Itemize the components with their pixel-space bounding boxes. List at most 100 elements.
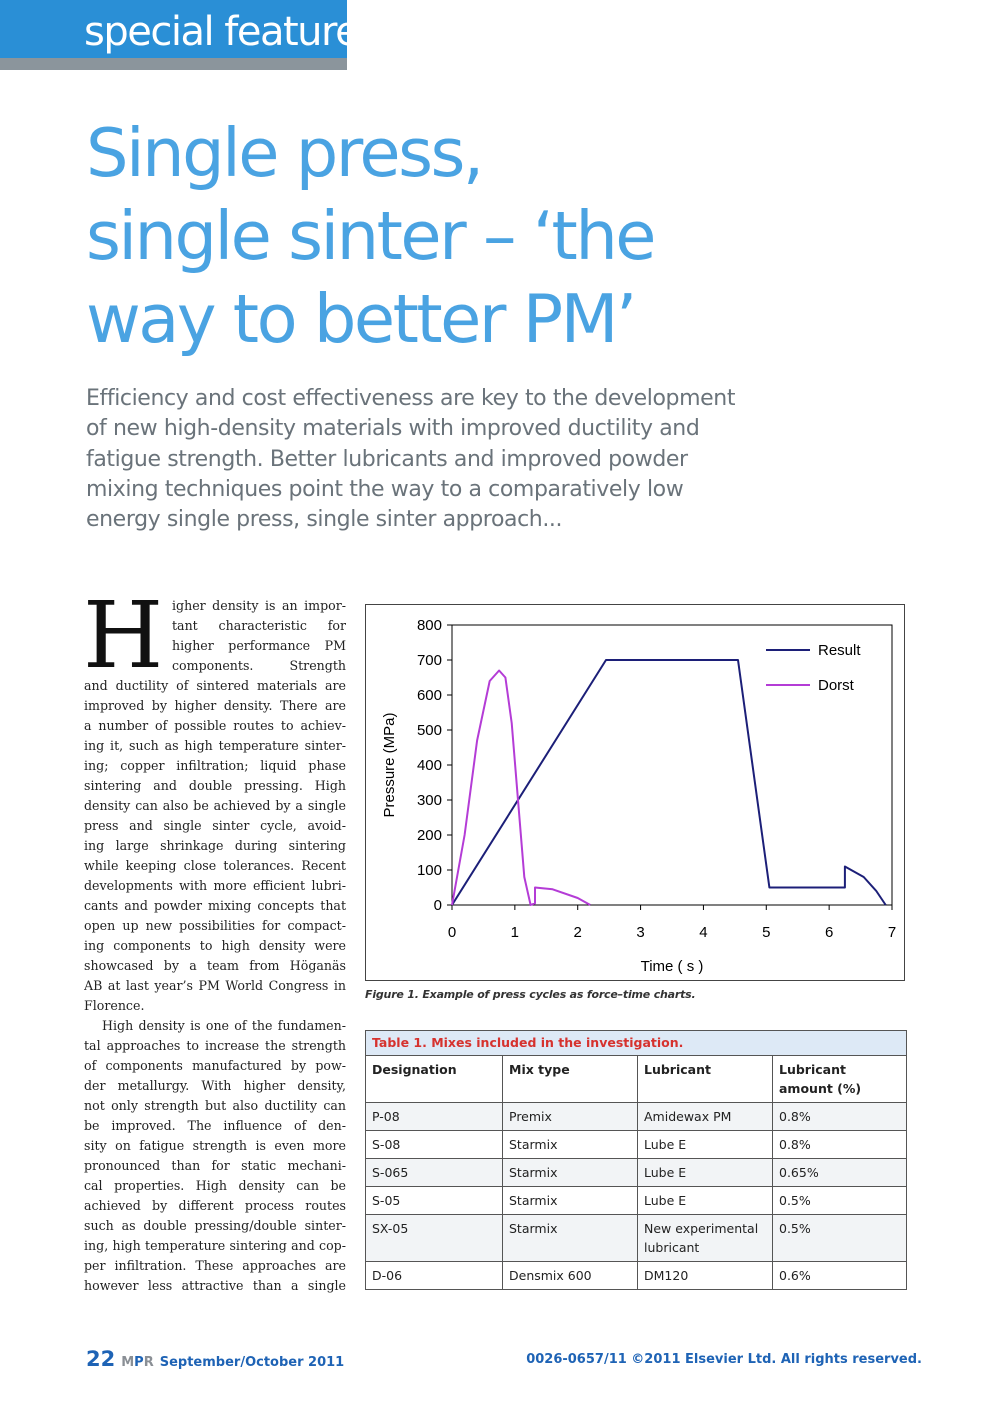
table-cell: 0.5% [772, 1214, 907, 1262]
body-line: improved by higher density. There are [84, 698, 346, 713]
body-line: ing components to high density were [84, 938, 346, 953]
x-tick-label: 2 [574, 924, 582, 941]
body-line: while keeping close tolerances. Recent [84, 858, 346, 873]
table-row: SX-05 Starmix New experimental lubricant… [365, 1214, 907, 1262]
body-line: cants and powder mixing concepts that [84, 898, 346, 913]
table-cell: Densmix 600 [502, 1261, 638, 1290]
legend-label: Dorst [818, 677, 855, 694]
table-cell: Amidewax PM [637, 1102, 773, 1131]
column-header: Mix type [502, 1055, 638, 1103]
body-line: components. Strength [172, 658, 346, 673]
legend-label: Result [818, 642, 861, 659]
table-cell: 0.5% [772, 1186, 907, 1215]
table-cell: 0.8% [772, 1102, 907, 1131]
y-axis-label: Pressure (MPa) [381, 712, 398, 817]
body-line: sintering and double pressing. High [84, 778, 346, 793]
table-cell: S-08 [365, 1130, 503, 1159]
x-tick-label: 4 [699, 924, 707, 941]
body-line: achieved by different process routes [84, 1198, 346, 1213]
section-tab: special feature [0, 0, 360, 70]
body-line: ing; copper infiltration; liquid phase [84, 758, 346, 773]
table-row: P-08 Premix Amidewax PM 0.8% [365, 1102, 907, 1131]
table-cell: S-05 [365, 1186, 503, 1215]
section-tab-band [0, 0, 347, 58]
body-line: a number of possible routes to achiev- [84, 718, 346, 733]
body-line: open up new possibilities for compact- [84, 918, 346, 933]
table-row: S-05 Starmix Lube E 0.5% [365, 1186, 907, 1215]
body-line: not only strength but also ductility can [84, 1098, 346, 1113]
y-tick-label: 400 [417, 757, 442, 774]
body-text-column: H igher density is an impor- tant charac… [83, 590, 346, 1296]
body-line: however less attractive than a single [84, 1278, 346, 1293]
body-line: ing, high temperature sintering and cop- [84, 1238, 346, 1253]
table-cell: 0.65% [772, 1158, 907, 1187]
table-cell: Starmix [502, 1214, 638, 1262]
press-cycle-chart: 0 100 200 300 400 500 600 700 800 0 1 2 3 4 5 6 7 Time ( … [365, 604, 905, 981]
title-line: Single press, [86, 114, 484, 192]
column-header: Lubricant amount (%) [772, 1055, 907, 1103]
plot-area [451, 624, 893, 906]
standfirst-line: of new high-density materials with impro… [86, 416, 700, 442]
table-cell: New experimental lubricant [637, 1214, 773, 1262]
table-caption-row: Table 1. Mixes included in the investiga… [365, 1030, 907, 1056]
body-line: sity on fatigue strength is even more [84, 1138, 346, 1153]
body-line: pronounced than for static mechani- [84, 1158, 346, 1173]
x-tick-label: 7 [888, 924, 896, 941]
body-line: of components manufactured by pow- [84, 1058, 346, 1073]
y-tick-label: 500 [417, 722, 442, 739]
body-line: igher density is an impor- [172, 598, 346, 613]
body-line: Florence. [84, 998, 145, 1013]
y-tick-label: 600 [417, 687, 442, 704]
body-line: cal properties. High density can be [84, 1178, 346, 1193]
y-tick-label: 300 [417, 792, 442, 809]
copyright-notice: 0026-0657/11 ©2011 Elsevier Ltd. All rig… [526, 1352, 922, 1367]
x-tick-label: 3 [636, 924, 644, 941]
table-cell: Lube E [637, 1186, 773, 1215]
table-caption: Table 1. Mixes included in the investiga… [365, 1030, 907, 1056]
standfirst-line: energy single press, single sinter appro… [86, 507, 563, 533]
drop-cap: H [83, 582, 164, 689]
table-header-row: Designation Mix type Lubricant Lubricant… [365, 1055, 907, 1103]
standfirst-line: Efficiency and cost effectiveness are ke… [86, 386, 736, 411]
body-line: density can also be achieved by a single [84, 798, 346, 813]
title-line: way to better PM’ [86, 280, 637, 358]
body-line: AB at last year’s PM World Congress in [84, 978, 346, 993]
column-header: Designation [365, 1055, 503, 1103]
standfirst-line: fatigue strength. Better lubricants and … [86, 446, 688, 472]
x-tick-label: 0 [448, 924, 456, 941]
body-line: press and single sinter cycle, avoid- [84, 818, 346, 833]
table-cell: 0.8% [772, 1130, 907, 1159]
table-cell: S-065 [365, 1158, 503, 1187]
table-cell: Starmix [502, 1186, 638, 1215]
standfirst-line: mixing techniques point the way to a com… [86, 476, 684, 502]
table-cell: Starmix [502, 1158, 638, 1187]
x-tick-label: 6 [825, 924, 833, 941]
table-cell: Lube E [637, 1130, 773, 1159]
column-header: Lubricant [637, 1055, 773, 1103]
table-cell: Premix [502, 1102, 638, 1131]
y-tick-label: 0 [434, 897, 442, 914]
body-line: such as double pressing/double sinter- [84, 1218, 346, 1233]
body-line: showcased by a team from Höganäs [84, 958, 346, 973]
x-tick-label: 1 [511, 924, 519, 941]
chart-canvas: 0 100 200 300 400 500 600 700 800 0 1 2 3 4 5 6 7 Time ( … [381, 617, 896, 975]
table-cell: Starmix [502, 1130, 638, 1159]
page-number: 22 [86, 1347, 116, 1371]
figure-caption: Figure 1. Example of press cycles as for… [365, 988, 696, 1001]
standfirst: Efficiency and cost effectiveness are ke… [86, 384, 776, 535]
table-row: D-06 Densmix 600 DM120 0.6% [365, 1261, 907, 1290]
body-line: tant characteristic for [172, 618, 346, 633]
body-line: tal approaches to increase the strength [84, 1038, 346, 1053]
y-tick-label: 800 [417, 617, 442, 634]
body-line: ing it, such as high temperature sinter- [84, 738, 346, 753]
title-line: single sinter – ‘the [86, 197, 657, 275]
body-line: and ductility of sintered materials are [84, 678, 346, 693]
section-tab-label: special feature [84, 9, 360, 55]
article-title: Single press, single sinter – ‘the way t… [86, 112, 906, 361]
table-row: S-08 Starmix Lube E 0.8% [365, 1130, 907, 1159]
y-tick-label: 700 [417, 652, 442, 669]
series-line-dorst [451, 669, 591, 906]
mixes-table: Table 1. Mixes included in the investiga… [365, 1030, 907, 1290]
footer-page-info: 22 MPR September/October 2011 [86, 1347, 344, 1371]
y-tick-label: 100 [417, 862, 442, 879]
